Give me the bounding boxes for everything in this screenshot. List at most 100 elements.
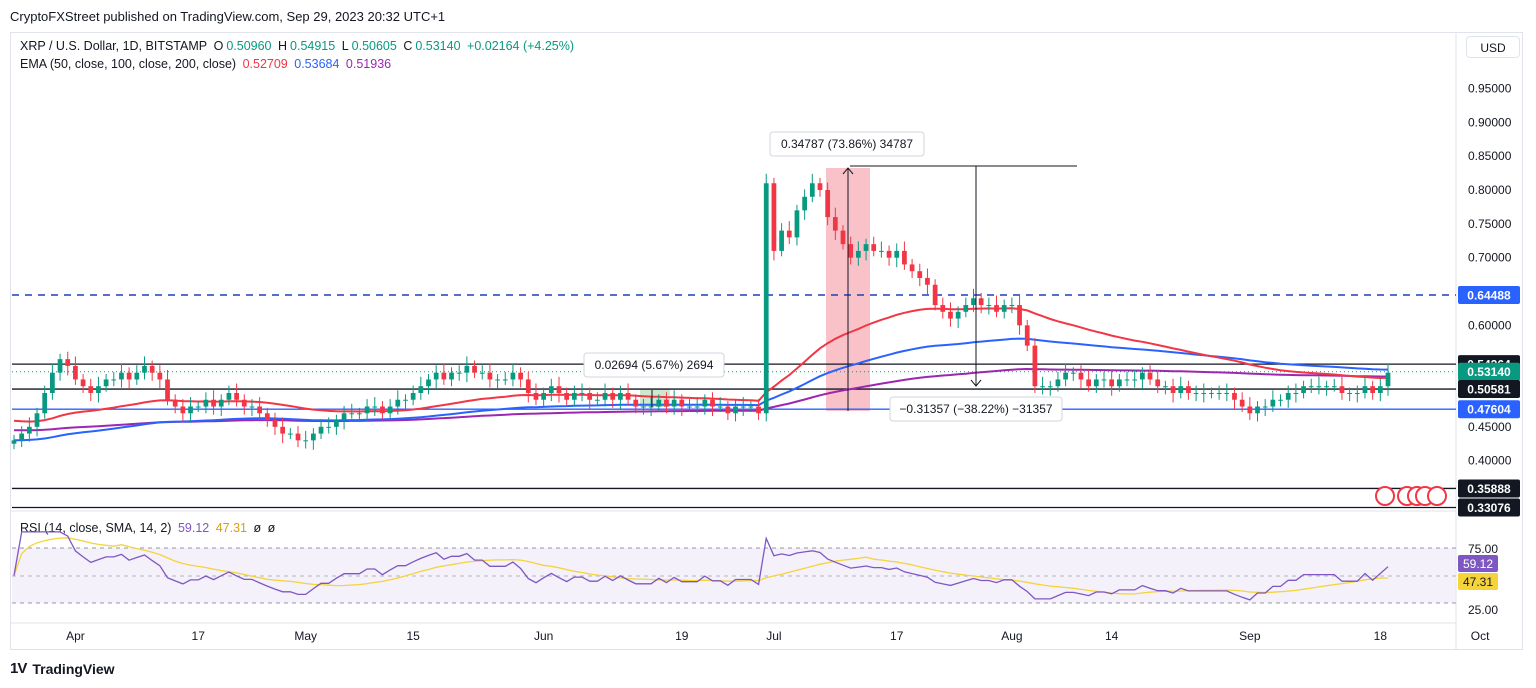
candle-body[interactable] — [825, 190, 831, 218]
candle-body[interactable] — [541, 392, 547, 400]
candle-body[interactable] — [418, 386, 424, 393]
candle-body[interactable] — [495, 379, 500, 381]
candle-body[interactable] — [134, 372, 140, 380]
candle-body[interactable] — [303, 440, 309, 442]
candle-body[interactable] — [487, 372, 493, 380]
candle-body[interactable] — [932, 284, 938, 306]
candle-body[interactable] — [142, 365, 147, 373]
candle-body[interactable] — [1086, 379, 1092, 387]
candle-body[interactable] — [894, 250, 900, 258]
candle-body[interactable] — [564, 392, 570, 400]
candle-body[interactable] — [610, 392, 616, 400]
candle-body[interactable] — [633, 399, 639, 407]
candle-body[interactable] — [57, 359, 63, 373]
candle-body[interactable] — [165, 379, 170, 400]
candle-body[interactable] — [625, 392, 631, 400]
candle-body[interactable] — [595, 399, 600, 401]
candle-body[interactable] — [879, 250, 884, 252]
candle-body[interactable] — [694, 406, 700, 408]
candle-body[interactable] — [249, 406, 255, 408]
us-flag-icon[interactable] — [1427, 486, 1447, 506]
candle-body[interactable] — [1193, 392, 1199, 394]
candle-body[interactable] — [648, 406, 654, 408]
candle-body[interactable] — [717, 406, 723, 408]
candle-body[interactable] — [978, 298, 984, 306]
candle-body[interactable] — [172, 399, 178, 407]
candle-body[interactable] — [34, 413, 40, 427]
candle-body[interactable] — [364, 406, 370, 414]
candle-body[interactable] — [449, 372, 454, 380]
candle-body[interactable] — [518, 372, 523, 380]
candle-body[interactable] — [433, 372, 439, 380]
candle-body[interactable] — [940, 305, 946, 312]
candle-body[interactable] — [994, 305, 999, 312]
candle-body[interactable] — [502, 379, 508, 381]
candle-body[interactable] — [241, 399, 247, 407]
candle-body[interactable] — [671, 399, 677, 407]
candle-body[interactable] — [395, 399, 401, 407]
candle-body[interactable] — [1301, 386, 1306, 393]
candle-body[interactable] — [1063, 372, 1068, 380]
candle-body[interactable] — [1377, 386, 1383, 393]
candle-body[interactable] — [725, 406, 731, 414]
candle-body[interactable] — [11, 440, 17, 444]
candle-body[interactable] — [917, 271, 923, 278]
candle-body[interactable] — [280, 426, 286, 434]
candle-body[interactable] — [96, 386, 101, 393]
candle-body[interactable] — [664, 399, 669, 407]
candle-body[interactable] — [602, 392, 608, 400]
candle-body[interactable] — [1385, 372, 1391, 387]
candle-body[interactable] — [1347, 392, 1352, 394]
candle-body[interactable] — [218, 399, 224, 407]
candle-body[interactable] — [1362, 386, 1368, 393]
candle-body[interactable] — [26, 426, 32, 434]
candle-body[interactable] — [1247, 406, 1253, 414]
candle-body[interactable] — [479, 372, 485, 374]
candle-body[interactable] — [257, 406, 262, 414]
candle-body[interactable] — [1132, 379, 1138, 381]
candle-body[interactable] — [357, 413, 362, 415]
candle-body[interactable] — [687, 406, 692, 408]
candle-body[interactable] — [587, 392, 593, 400]
candle-body[interactable] — [203, 399, 209, 407]
currency-button[interactable]: USD — [1466, 36, 1520, 58]
candle-body[interactable] — [1339, 386, 1345, 393]
candle-body[interactable] — [1124, 379, 1130, 381]
candle-body[interactable] — [472, 365, 477, 373]
candle-body[interactable] — [1009, 305, 1015, 307]
candle-body[interactable] — [641, 406, 646, 408]
candle-body[interactable] — [1170, 386, 1176, 393]
candle-body[interactable] — [779, 230, 784, 251]
candle-body[interactable] — [410, 392, 416, 400]
candle-body[interactable] — [310, 433, 316, 441]
candle-body[interactable] — [548, 386, 554, 393]
candle-body[interactable] — [1232, 392, 1237, 400]
candle-body[interactable] — [119, 372, 124, 380]
candle-body[interactable] — [334, 420, 339, 427]
candle-body[interactable] — [1116, 379, 1122, 387]
candle-body[interactable] — [840, 230, 846, 245]
candle-body[interactable] — [1186, 386, 1191, 393]
candle-body[interactable] — [702, 399, 708, 407]
candle-body[interactable] — [188, 406, 193, 414]
candle-body[interactable] — [264, 413, 270, 421]
candle-body[interactable] — [287, 433, 293, 435]
candle-body[interactable] — [809, 183, 815, 197]
candle-body[interactable] — [295, 433, 301, 441]
candle-body[interactable] — [1255, 406, 1260, 414]
us-flag-icon[interactable] — [1375, 486, 1395, 506]
candle-body[interactable] — [195, 406, 201, 408]
candle-body[interactable] — [733, 406, 738, 414]
candle-body[interactable] — [272, 420, 278, 427]
candle-body[interactable] — [65, 359, 71, 366]
candle-body[interactable] — [971, 298, 976, 306]
candle-body[interactable] — [73, 365, 78, 380]
candle-body[interactable] — [1140, 372, 1145, 380]
candle-body[interactable] — [794, 210, 800, 238]
candle-body[interactable] — [556, 386, 562, 393]
candle-body[interactable] — [986, 305, 992, 307]
candle-body[interactable] — [525, 379, 531, 393]
candle-body[interactable] — [1078, 372, 1084, 380]
candle-body[interactable] — [1324, 386, 1329, 388]
